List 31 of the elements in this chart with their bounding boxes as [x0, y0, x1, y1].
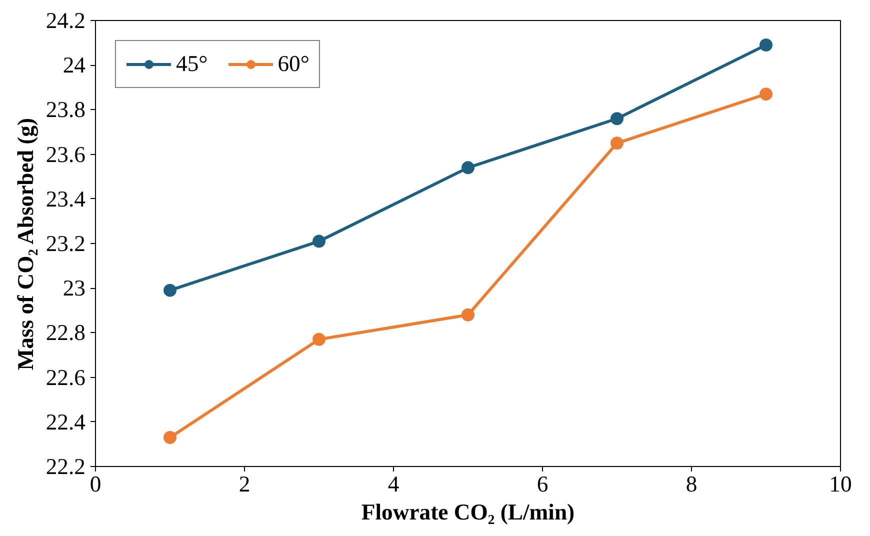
point	[610, 112, 624, 126]
point	[760, 88, 772, 101]
legend-label: 45°	[176, 51, 208, 77]
y-tick-label: 24	[62, 52, 86, 78]
y-tick-label: 22.6	[46, 364, 86, 390]
x-tick-label: 0	[90, 472, 102, 496]
y-tick-label: 24.2	[46, 8, 86, 33]
y-tick-label: 22.8	[46, 320, 86, 346]
point	[610, 136, 624, 150]
x-tick-label: 2	[238, 472, 250, 496]
point	[164, 431, 176, 444]
y-tick-label: 22.4	[46, 409, 86, 434]
x-tick-label: 4	[388, 472, 400, 496]
y-tick-label: 23.2	[46, 231, 86, 256]
point	[462, 161, 474, 174]
point	[312, 332, 326, 346]
y-axis-title: Mass of CO₂ Absorbed (g)	[12, 118, 38, 370]
y-tick-label: 23	[62, 276, 86, 301]
x-tick-label: 6	[536, 472, 548, 496]
y-tick-label: 22.2	[46, 454, 86, 479]
y-tick-label: 23.8	[46, 97, 86, 122]
point	[760, 38, 772, 52]
x-tick-label: 8	[686, 472, 698, 496]
x-axis-title: Flowrate CO₂ (L/min)	[361, 500, 575, 524]
y-tick-label: 23.4	[46, 186, 86, 212]
legend-label: 60°	[278, 51, 310, 77]
x-tick-label: 10	[829, 472, 852, 496]
y-tick-label: 23.6	[46, 142, 86, 167]
point	[312, 234, 326, 248]
point	[164, 284, 176, 297]
point	[462, 308, 474, 322]
